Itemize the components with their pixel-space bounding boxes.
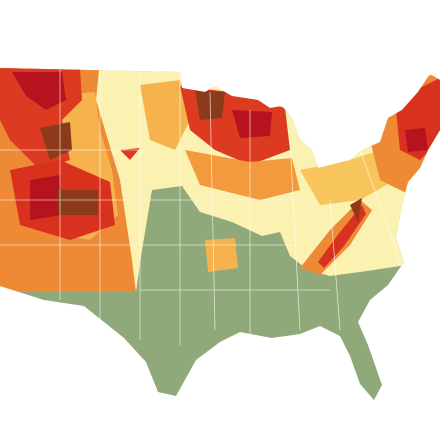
region-brown-north bbox=[40, 122, 72, 160]
map-regions bbox=[0, 68, 440, 400]
region-lightorange-ohio bbox=[300, 150, 395, 205]
region-darkred-northeast bbox=[405, 128, 428, 152]
state-borders bbox=[0, 68, 401, 345]
region-red-spot bbox=[120, 148, 140, 160]
region-orange-midwest bbox=[185, 150, 300, 200]
region-orange-oklahoma bbox=[205, 238, 238, 272]
region-darkred-rockies bbox=[30, 175, 62, 220]
region-red-appalachia bbox=[318, 205, 366, 268]
region-lightorange-plains bbox=[140, 80, 190, 150]
region-darkred-nw bbox=[12, 72, 66, 110]
region-brown-appalachia bbox=[350, 198, 362, 222]
region-brown-rockies bbox=[58, 190, 98, 215]
region-darkred-wisconsin bbox=[232, 110, 272, 138]
